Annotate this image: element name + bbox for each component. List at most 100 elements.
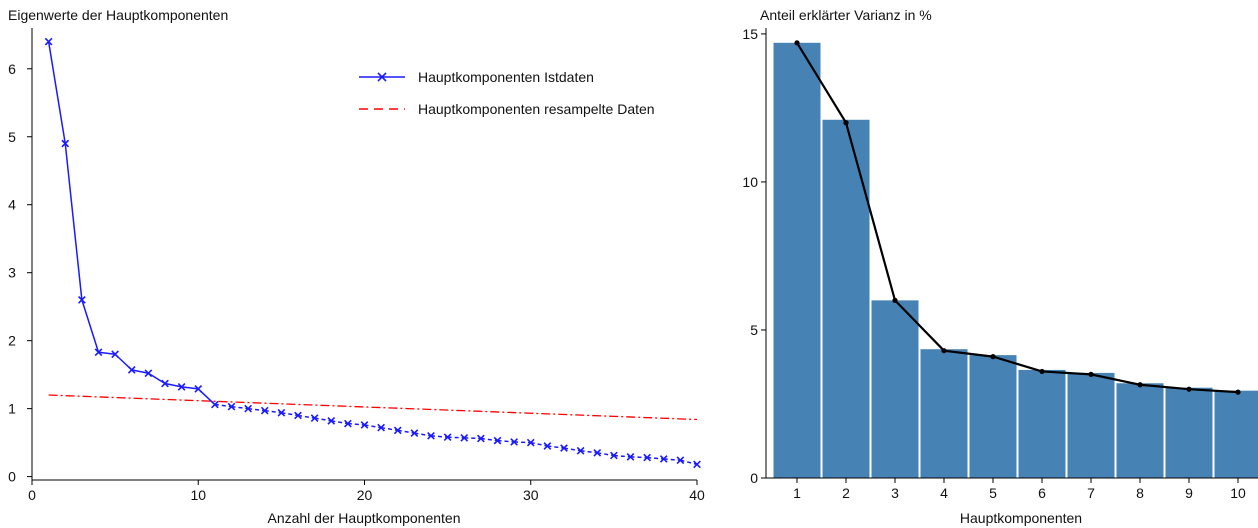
istdaten-segment bbox=[297, 414, 315, 419]
istdaten-segment bbox=[264, 409, 282, 414]
variance-point bbox=[1039, 368, 1045, 375]
istdaten-segment bbox=[630, 456, 648, 459]
variance-bar bbox=[1116, 383, 1164, 478]
istdaten-segment bbox=[464, 437, 481, 440]
y-tick-label: 10 bbox=[742, 174, 758, 190]
variance-bar bbox=[1067, 372, 1115, 478]
x-tick-label: 40 bbox=[689, 487, 705, 503]
istdaten-point bbox=[543, 442, 552, 450]
variance-point bbox=[1235, 389, 1241, 395]
istdaten-point bbox=[477, 434, 485, 443]
istdaten-point bbox=[294, 411, 302, 420]
istdaten-segment bbox=[514, 441, 531, 444]
istdaten-segment bbox=[231, 405, 249, 410]
istdaten-segment bbox=[563, 447, 581, 452]
variance-point bbox=[1088, 371, 1094, 377]
istdaten-point bbox=[244, 404, 252, 413]
x-tick-label: 4 bbox=[940, 485, 948, 501]
istdaten-point bbox=[410, 429, 419, 437]
istdaten-point bbox=[610, 451, 618, 460]
istdaten-point bbox=[393, 426, 402, 435]
variance-point bbox=[892, 297, 898, 303]
istdaten-segment bbox=[613, 454, 631, 458]
istdaten-point bbox=[443, 433, 452, 442]
variance-bar bbox=[1018, 369, 1066, 478]
istdaten-segment bbox=[47, 41, 66, 144]
x-tick-label: 8 bbox=[1136, 485, 1144, 501]
x-tick-label: 5 bbox=[989, 485, 997, 501]
variance-bar bbox=[920, 349, 968, 478]
istdaten-point bbox=[161, 379, 169, 388]
istdaten-segment bbox=[397, 429, 415, 434]
legend-label-istdaten: Hauptkomponenten Istdaten bbox=[418, 69, 594, 85]
istdaten-point bbox=[227, 402, 236, 411]
istdaten-segment bbox=[430, 435, 448, 438]
variance-bar bbox=[822, 119, 870, 479]
y-tick-label: 5 bbox=[750, 322, 758, 338]
istdaten-point bbox=[693, 460, 701, 469]
istdaten-segment bbox=[81, 299, 100, 353]
istdaten-segment bbox=[331, 420, 348, 425]
x-tick-label: 1 bbox=[793, 485, 801, 501]
istdaten-point bbox=[560, 444, 568, 452]
chart-title: Eigenwerte der Hauptkomponenten bbox=[8, 7, 228, 23]
variance-point bbox=[794, 40, 800, 46]
y-tick-label: 1 bbox=[8, 401, 16, 417]
istdaten-segment bbox=[64, 143, 83, 300]
istdaten-point bbox=[277, 408, 286, 417]
variance-bar bbox=[1165, 387, 1213, 478]
istdaten-segment bbox=[447, 436, 465, 439]
x-tick-label: 7 bbox=[1087, 485, 1095, 501]
istdaten-point bbox=[626, 453, 635, 461]
istdaten-segment bbox=[663, 458, 681, 462]
y-tick-label: 3 bbox=[8, 265, 16, 281]
x-ticks: 1 2 3 4 5 6 7 8 9 10 bbox=[793, 478, 1246, 501]
eigenvalue-chart: Eigenwerte der Hauptkomponenten 0123456 … bbox=[8, 7, 705, 526]
istdaten-segment bbox=[131, 369, 149, 375]
istdaten-point bbox=[78, 296, 86, 304]
variance-point bbox=[941, 348, 947, 354]
variance-bar bbox=[871, 300, 919, 478]
istdaten-point bbox=[111, 350, 119, 359]
istdaten-segment bbox=[597, 452, 614, 457]
variance-line bbox=[794, 40, 1241, 395]
istdaten-point bbox=[593, 448, 602, 457]
istdaten-segment bbox=[248, 407, 265, 412]
variance-point bbox=[990, 354, 996, 360]
variance-point bbox=[843, 120, 849, 126]
legend: Hauptkomponenten Istdaten Hauptkomponent… bbox=[359, 69, 655, 117]
istdaten-point bbox=[344, 419, 352, 428]
bars bbox=[773, 42, 1258, 479]
istdaten-segment bbox=[414, 432, 432, 437]
istdaten-segment bbox=[281, 411, 299, 417]
istdaten-point bbox=[643, 453, 651, 462]
istdaten-segment bbox=[364, 424, 382, 429]
istdaten-segment bbox=[381, 426, 398, 432]
y-tick-label: 0 bbox=[8, 469, 16, 485]
x-tick-label: 3 bbox=[891, 485, 899, 501]
x-tick-label: 10 bbox=[190, 487, 206, 503]
variance-bar bbox=[1214, 390, 1258, 478]
istdaten-point bbox=[127, 366, 136, 374]
istdaten-segment bbox=[214, 403, 232, 408]
istdaten-segment bbox=[497, 439, 515, 443]
y-ticks: 0 1 2 3 4 5 6 bbox=[8, 61, 32, 485]
x-tick-label: 30 bbox=[523, 487, 539, 503]
istdaten-point bbox=[61, 139, 70, 148]
istdaten-point bbox=[676, 456, 685, 465]
series-resampled bbox=[48, 394, 698, 421]
variance-polyline bbox=[796, 42, 1239, 394]
istdaten-point bbox=[427, 431, 435, 440]
variance-point bbox=[1186, 386, 1192, 392]
x-axis-label: Anzahl der Hauptkomponenten bbox=[267, 510, 460, 526]
y-tick-label: 15 bbox=[742, 26, 758, 42]
variance-chart: Anteil erklärter Varianz in % 0 5 10 15 1 2 3… bbox=[742, 7, 1258, 526]
legend-item-istdaten: Hauptkomponenten Istdaten bbox=[359, 69, 594, 85]
istdaten-point bbox=[211, 400, 219, 409]
istdaten-point bbox=[659, 455, 668, 463]
istdaten-point bbox=[377, 423, 385, 432]
y-ticks: 0 5 10 15 bbox=[742, 26, 766, 486]
istdaten-segment bbox=[580, 450, 598, 454]
x-tick-label: 20 bbox=[357, 487, 373, 503]
